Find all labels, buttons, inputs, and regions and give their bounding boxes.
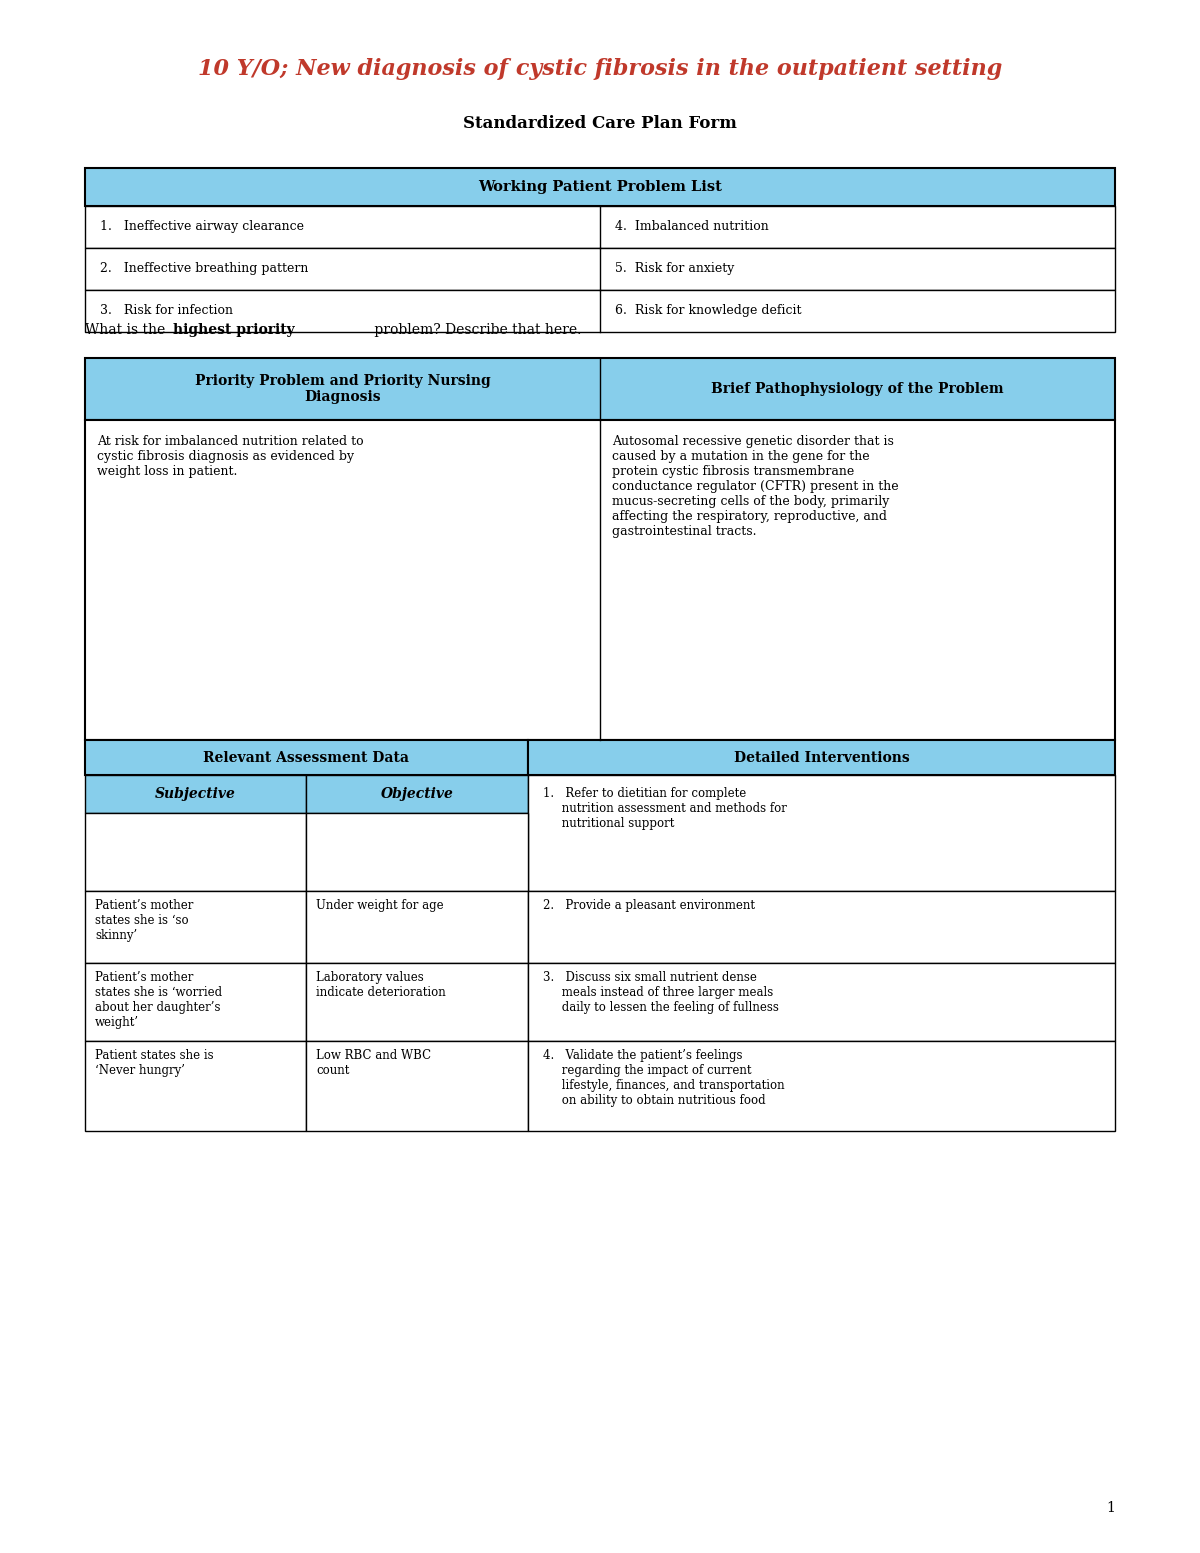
FancyBboxPatch shape bbox=[85, 1041, 306, 1131]
FancyBboxPatch shape bbox=[85, 739, 528, 775]
Text: 6.  Risk for knowledge deficit: 6. Risk for knowledge deficit bbox=[616, 304, 802, 317]
Text: Brief Pathophysiology of the Problem: Brief Pathophysiology of the Problem bbox=[712, 382, 1004, 396]
Text: Standardized Care Plan Form: Standardized Care Plan Form bbox=[463, 115, 737, 132]
FancyBboxPatch shape bbox=[85, 775, 306, 814]
FancyBboxPatch shape bbox=[306, 814, 528, 891]
FancyBboxPatch shape bbox=[306, 775, 528, 814]
Text: Detailed Interventions: Detailed Interventions bbox=[733, 750, 910, 764]
FancyBboxPatch shape bbox=[85, 963, 306, 1041]
Text: Patient’s mother
states she is ‘worried
about her daughter’s
weight’: Patient’s mother states she is ‘worried … bbox=[95, 971, 222, 1030]
Text: At risk for imbalanced nutrition related to
cystic fibrosis diagnosis as evidenc: At risk for imbalanced nutrition related… bbox=[97, 435, 364, 478]
FancyBboxPatch shape bbox=[306, 963, 528, 1041]
Text: What is the: What is the bbox=[85, 323, 169, 337]
Text: Subjective: Subjective bbox=[155, 787, 236, 801]
Text: 5.  Risk for anxiety: 5. Risk for anxiety bbox=[616, 262, 734, 275]
FancyBboxPatch shape bbox=[85, 891, 306, 963]
FancyBboxPatch shape bbox=[528, 739, 1115, 775]
FancyBboxPatch shape bbox=[85, 168, 1115, 207]
Text: 2.   Ineffective breathing pattern: 2. Ineffective breathing pattern bbox=[100, 262, 308, 275]
Text: 4.  Imbalanced nutrition: 4. Imbalanced nutrition bbox=[616, 221, 769, 233]
Text: Autosomal recessive genetic disorder that is
caused by a mutation in the gene fo: Autosomal recessive genetic disorder tha… bbox=[612, 435, 899, 537]
FancyBboxPatch shape bbox=[528, 1041, 1115, 1131]
FancyBboxPatch shape bbox=[85, 359, 1115, 419]
Text: 1.   Refer to dietitian for complete
     nutrition assessment and methods for
 : 1. Refer to dietitian for complete nutri… bbox=[542, 787, 787, 829]
Text: 1.   Ineffective airway clearance: 1. Ineffective airway clearance bbox=[100, 221, 304, 233]
FancyBboxPatch shape bbox=[85, 290, 1115, 332]
Text: Under weight for age: Under weight for age bbox=[317, 899, 444, 912]
Text: highest priority: highest priority bbox=[173, 323, 295, 337]
FancyBboxPatch shape bbox=[85, 207, 1115, 248]
Text: 3.   Risk for infection: 3. Risk for infection bbox=[100, 304, 233, 317]
FancyBboxPatch shape bbox=[528, 775, 1115, 891]
Text: Working Patient Problem List: Working Patient Problem List bbox=[478, 180, 722, 194]
Text: 10 Y/O; New diagnosis of cystic fibrosis in the outpatient setting: 10 Y/O; New diagnosis of cystic fibrosis… bbox=[198, 57, 1002, 81]
Text: problem? Describe that here.: problem? Describe that here. bbox=[370, 323, 581, 337]
Text: Relevant Assessment Data: Relevant Assessment Data bbox=[204, 750, 409, 764]
Text: 4.   Validate the patient’s feelings
     regarding the impact of current
     l: 4. Validate the patient’s feelings regar… bbox=[542, 1048, 785, 1107]
FancyBboxPatch shape bbox=[85, 814, 306, 891]
Text: Patient’s mother
states she is ‘so
skinny’: Patient’s mother states she is ‘so skinn… bbox=[95, 899, 193, 943]
Text: 2.   Provide a pleasant environment: 2. Provide a pleasant environment bbox=[542, 899, 755, 912]
Text: Objective: Objective bbox=[380, 787, 454, 801]
FancyBboxPatch shape bbox=[306, 891, 528, 963]
Text: Priority Problem and Priority Nursing
Diagnosis: Priority Problem and Priority Nursing Di… bbox=[194, 374, 491, 404]
FancyBboxPatch shape bbox=[85, 419, 1115, 739]
Text: Patient states she is
‘Never hungry’: Patient states she is ‘Never hungry’ bbox=[95, 1048, 214, 1076]
FancyBboxPatch shape bbox=[85, 248, 1115, 290]
Text: 3.   Discuss six small nutrient dense
     meals instead of three larger meals
 : 3. Discuss six small nutrient dense meal… bbox=[542, 971, 779, 1014]
Text: 1: 1 bbox=[1106, 1502, 1115, 1516]
FancyBboxPatch shape bbox=[528, 891, 1115, 963]
Text: Laboratory values
indicate deterioration: Laboratory values indicate deterioration bbox=[317, 971, 446, 999]
FancyBboxPatch shape bbox=[528, 963, 1115, 1041]
FancyBboxPatch shape bbox=[306, 1041, 528, 1131]
Text: Low RBC and WBC
count: Low RBC and WBC count bbox=[317, 1048, 432, 1076]
